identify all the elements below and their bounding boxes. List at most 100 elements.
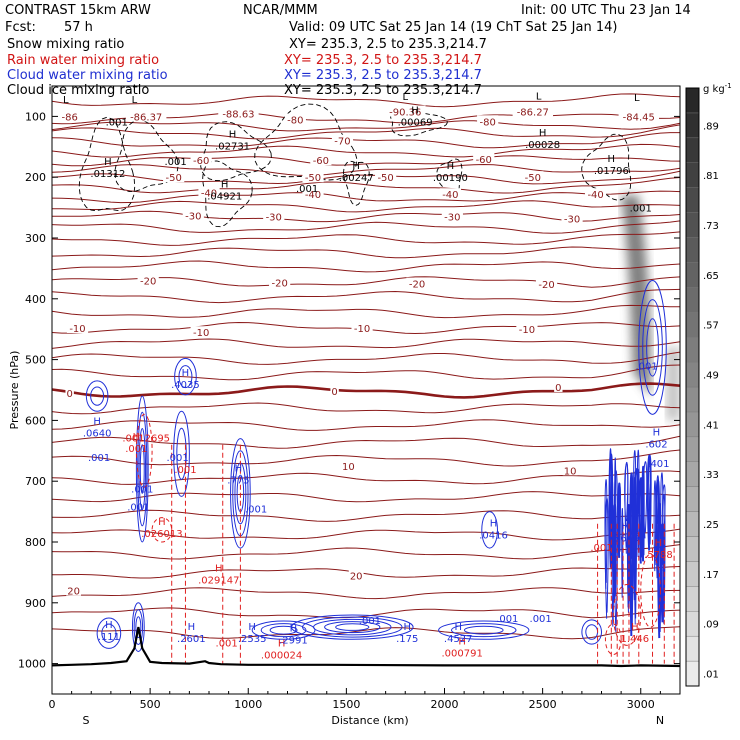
cloud-value-label: .001	[496, 614, 518, 625]
cloud-convective-line	[632, 516, 637, 601]
cloud-extremum-marker: H	[454, 622, 462, 633]
isotherm-label-bg	[406, 277, 428, 289]
cloud-contour	[178, 365, 193, 389]
isotherm-line	[52, 509, 680, 522]
snow-value-label: .01796	[594, 166, 629, 177]
x-tick-label: 1000	[234, 698, 262, 711]
colorbar-swatch	[685, 361, 700, 388]
y-axis-label: Pressure (hPa)	[8, 351, 21, 430]
x-tick-label: 3000	[627, 698, 655, 711]
cloud-convective-line	[624, 461, 629, 554]
y-tick-label: 100	[25, 110, 46, 123]
isotherm-label-bg	[190, 326, 212, 338]
rain-contour	[151, 517, 173, 543]
colorbar-swatch	[685, 586, 700, 612]
isotherm-line	[52, 338, 680, 349]
cloud-contour	[174, 357, 197, 396]
colorbar-swatch	[685, 660, 700, 687]
cloud-contour	[581, 619, 602, 645]
cloud-value-label: .602	[645, 440, 667, 451]
colorbar-label: .49	[703, 371, 719, 382]
x-tick-label: 500	[140, 698, 161, 711]
colorbar-swatch	[685, 486, 700, 512]
rain-value-label: 1.446	[621, 634, 650, 645]
field-name-rain: Rain water mixing ratio	[7, 53, 159, 68]
isotherm-line	[52, 449, 680, 467]
y-tick-label: 800	[25, 536, 46, 549]
cloud-contour	[135, 395, 149, 543]
colorbar-label: .17	[703, 570, 719, 581]
snow-contour	[343, 160, 370, 206]
isotherm-line	[52, 528, 680, 541]
field-name-snow: Snow mixing ratio	[7, 37, 124, 52]
isotherm-label-bg	[269, 276, 291, 288]
isotherm-label-bg	[351, 321, 373, 333]
snow-value-label: .00247	[339, 173, 374, 184]
isotherm-label-bg	[585, 188, 607, 200]
snow-extremum-marker: L	[63, 95, 69, 106]
cloud-extremum-marker: H	[403, 622, 411, 633]
snow-shading	[621, 195, 680, 421]
cloud-value-label: .001	[131, 484, 153, 495]
snow-value-label: .001	[296, 184, 318, 195]
colorbar-label: .33	[703, 470, 719, 481]
isotherm-label: 10	[342, 462, 355, 473]
isotherm-label-bg	[535, 278, 558, 290]
isotherm-label: -20	[271, 278, 287, 289]
snow-extremum-marker: H	[608, 154, 616, 165]
cloud-contour	[301, 616, 403, 638]
cloud-convective-line	[662, 494, 666, 624]
cloud-convective-line	[657, 503, 662, 639]
isotherm-label: 20	[350, 571, 363, 582]
snow-contour	[254, 103, 358, 181]
isotherm-label-bg	[302, 171, 324, 183]
colorbar-swatch	[685, 137, 700, 163]
isotherm-line	[52, 304, 680, 319]
rain-extremum-marker: H	[278, 638, 286, 649]
isotherm-label: -88.63	[222, 109, 254, 120]
isotherm-label: -40	[305, 190, 321, 201]
cloud-value-label: .0640	[83, 429, 112, 440]
isotherm-label: -50	[166, 173, 182, 184]
isotherm-label-bg	[473, 152, 495, 164]
isotherm-label-bg	[59, 110, 81, 122]
isotherm-label-bg	[516, 323, 538, 335]
cloud-extremum-marker: H	[93, 417, 101, 428]
cloud-value-label: .001	[127, 503, 149, 514]
cloud-value-label: .001	[636, 362, 658, 373]
isotherm-line	[52, 364, 680, 381]
isotherm-label: -60	[313, 156, 329, 167]
cloud-convective-line	[646, 454, 652, 551]
cloud-contour	[451, 623, 517, 638]
isotherm-line	[52, 607, 680, 619]
isotherm-label-bg	[385, 105, 426, 117]
isotherm-line	[52, 402, 680, 415]
cloud-value-label: .775	[227, 475, 249, 486]
rain-extremum-marker: H	[215, 564, 223, 575]
cloud-contour	[85, 380, 109, 412]
cloud-value-label: .001	[245, 505, 267, 516]
isotherm-label: -84.45	[623, 112, 655, 123]
fcst-label: Fcst:	[5, 20, 36, 35]
contour-labels: -86 -86.37 -88.63 -90.36 -86.27 -84.45 -80 -80 -…	[59, 91, 673, 661]
snow-contour	[78, 116, 136, 212]
isotherm-label: -10	[69, 324, 85, 335]
colorbar-swatch	[685, 87, 700, 114]
isotherm-label: -40	[587, 190, 603, 201]
terrain-line	[52, 626, 680, 668]
snow-extremum-marker: L	[634, 93, 640, 104]
isotherm-label-bg	[198, 186, 220, 198]
isotherm-label: -50	[377, 173, 393, 184]
isotherm-line	[52, 470, 680, 485]
rain-extremum-marker: H	[458, 637, 466, 648]
cloud-contour	[135, 616, 142, 639]
cloud-contour	[131, 602, 145, 652]
isotherm-line	[52, 124, 680, 140]
isotherm-label-bg	[137, 274, 159, 286]
rain-value-label: .001	[125, 444, 147, 455]
cloud-contour	[101, 623, 117, 643]
isotherm-label-bg	[477, 115, 499, 127]
isotherm-label: -80	[287, 115, 303, 126]
cloud-extremum-marker: H	[182, 368, 190, 379]
cloud-contour	[438, 620, 530, 640]
